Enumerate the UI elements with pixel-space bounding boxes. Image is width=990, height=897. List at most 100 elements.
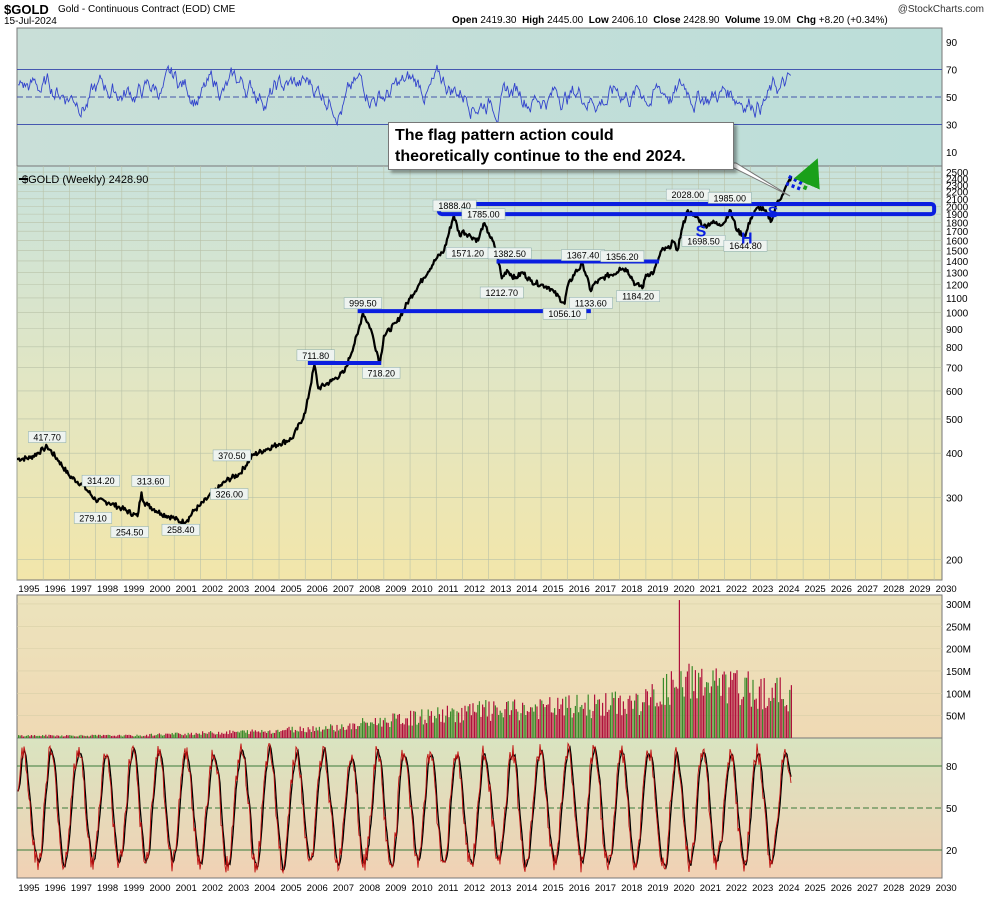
chg-label: Chg [796,15,816,26]
volume-bar [485,700,487,738]
volume-bar [355,728,357,738]
volume-bar [715,668,717,738]
x-tick-label: 2002 [202,584,223,595]
volume-bar [493,701,495,738]
price-tick-label: 600 [946,387,963,398]
volume-bar [424,719,426,738]
volume-bar [698,672,700,738]
volume-bar [294,729,296,738]
price-label-box [479,286,524,299]
volume-bar [174,732,176,738]
x-tick-label: 2014 [516,584,537,595]
volume-bar [82,735,84,738]
price-label-box [362,367,401,379]
volume-bar [722,674,724,738]
x-tick-label: 2029 [909,584,930,595]
volume-bar [168,733,170,738]
volume-bar [717,685,719,738]
volume-bar [349,723,351,738]
volume-bar [179,733,181,738]
symbol-subtitle: Gold - Continuous Contract (EOD) CME [58,4,236,15]
volume-bar [344,729,346,738]
volume-bar [539,699,541,738]
volume-bar [518,720,520,738]
price-label: 279.10 [79,513,107,523]
x-tick-label: 2003 [228,584,249,595]
x-tick-label: 1996 [45,584,66,595]
volume-bar [386,722,388,738]
volume-bar [643,702,645,738]
volume-bar [661,704,663,738]
volume-bar [757,708,759,738]
volume-bar [114,735,116,738]
volume-bar [475,712,477,738]
volume-bar [264,731,266,738]
volume-bar [80,734,82,738]
volume-bar [226,731,228,738]
volume-bar [384,717,386,738]
volume-bar [381,726,383,738]
volume-bar [198,733,200,738]
stochastic-tick-label: 50 [946,804,958,815]
volume-bar [725,674,727,738]
volume-bar [18,735,20,738]
price-tick-label: 1300 [946,268,969,279]
x-tick-label-bottom: 2030 [936,883,957,894]
price-tick-label: 500 [946,415,963,426]
x-tick-label-bottom: 2010 [411,883,432,894]
price-tick-label: 1500 [946,246,969,257]
volume-bar [746,677,748,738]
volume-bar [182,735,184,738]
volume-bar [496,707,498,738]
price-tick-label: 200 [946,556,963,567]
volume-bar [472,703,474,738]
volume-bar [72,735,74,738]
volume-bar [45,734,47,738]
volume-bar [112,735,114,738]
volume-bar [99,734,101,738]
volume-bar [77,736,79,738]
price-tick-label: 1800 [946,218,969,229]
volume-bar [501,712,503,738]
volume-bar [733,672,735,738]
volume-bar [278,731,280,738]
price-tick-label: 1900 [946,210,969,221]
volume-bar [219,734,221,738]
volume-bar [486,716,488,738]
volume-bar [690,698,692,738]
price-tick-label: 1700 [946,227,969,238]
x-tick-label: 2021 [700,584,721,595]
volume-bar [186,735,188,738]
stochastic-line [17,742,792,875]
volume-bar [755,698,757,738]
volume-bar [638,715,640,738]
volume-bar [171,732,173,738]
price-tick-label: 700 [946,363,963,374]
volume-bar [406,718,408,738]
volume-bar [754,699,756,738]
volume-bar [445,715,447,738]
volume-bar [450,711,452,738]
open-value: 2419.30 [480,15,517,26]
price-label: 1212.70 [485,288,518,298]
volume-bar [613,697,615,738]
volume-bar [411,725,413,738]
volume-bar [629,695,631,738]
volume-bar [696,698,698,738]
volume-bar [250,731,252,738]
x-tick-label-bottom: 1997 [71,883,92,894]
volume-bar [90,735,92,738]
volume-bar [138,735,140,738]
volume-bar [528,711,530,738]
volume-bar [742,696,744,738]
volume-bar [571,717,573,738]
volume-bar [560,704,562,738]
volume-bar [558,708,560,738]
volume-bar [224,733,226,738]
volume-bar [298,731,300,738]
volume-bar [474,711,476,738]
volume-bar [202,731,204,738]
volume-bar [251,729,253,738]
volume-bar [616,713,618,738]
